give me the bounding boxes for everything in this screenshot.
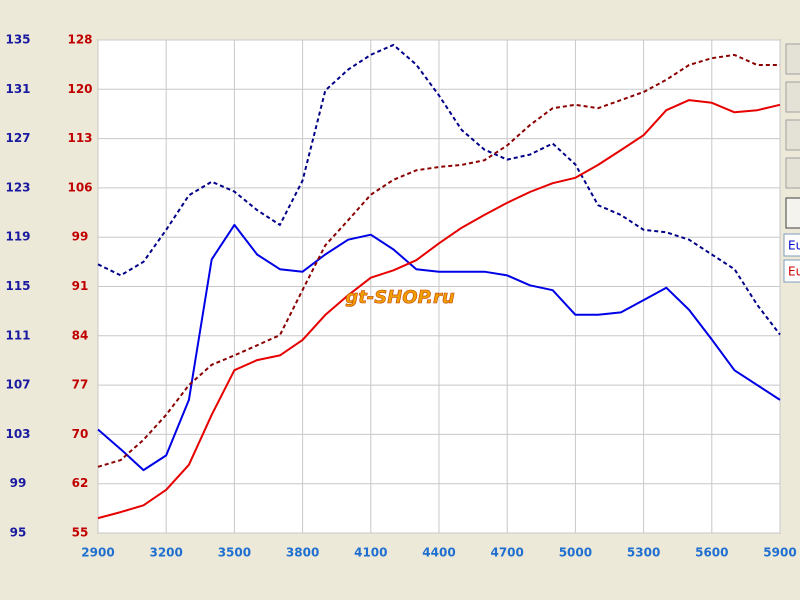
line-series <box>97 223 781 472</box>
side-panel: Eu Eu <box>783 43 800 283</box>
y2-tick-label: 55 <box>72 526 89 540</box>
x-tick-label: 5900 <box>763 546 796 560</box>
y-tick-label: 119 <box>5 230 30 244</box>
y-tick-label: 115 <box>5 279 30 293</box>
x-tick-label: 5300 <box>627 546 660 560</box>
button[interactable] <box>785 119 800 151</box>
button[interactable] <box>785 157 800 189</box>
button[interactable] <box>785 197 800 229</box>
input-box[interactable] <box>783 259 800 283</box>
line-series <box>97 43 781 336</box>
x-tick-label: 4100 <box>354 546 387 560</box>
line-series <box>97 53 780 468</box>
x-tick-label: 5600 <box>695 546 728 560</box>
x-tick-label: 3200 <box>149 546 182 560</box>
side-label: Eu <box>788 239 800 253</box>
side-label: Eu <box>788 265 800 279</box>
button[interactable] <box>785 81 800 113</box>
line-series <box>97 99 781 520</box>
y2-tick-label: 106 <box>67 180 92 194</box>
y-tick-label: 111 <box>5 328 30 342</box>
y2-tick-label: 62 <box>72 476 89 490</box>
input-box[interactable] <box>783 233 800 257</box>
y-tick-label: 99 <box>10 476 27 490</box>
y2-tick-label: 77 <box>72 378 89 392</box>
y-tick-label: 95 <box>10 526 27 540</box>
y-tick-label: 135 <box>5 33 30 47</box>
x-tick-label: 4400 <box>422 546 455 560</box>
y2-tick-label: 91 <box>72 279 89 293</box>
y-tick-label: 131 <box>5 82 30 96</box>
x-tick-label: 3800 <box>286 546 319 560</box>
y2-tick-label: 128 <box>67 33 92 47</box>
y2-tick-label: 120 <box>67 82 92 96</box>
y-tick-label: 123 <box>5 180 30 194</box>
x-tick-label: 3500 <box>218 546 251 560</box>
y-tick-label: 127 <box>5 131 30 145</box>
y2-tick-label: 99 <box>72 230 89 244</box>
y2-tick-label: 84 <box>72 328 89 342</box>
x-tick-label: 2900 <box>81 546 114 560</box>
button[interactable] <box>785 43 800 75</box>
y-tick-label: 103 <box>5 427 30 441</box>
y2-tick-label: 70 <box>72 427 89 441</box>
watermark: gt-SHOP.ru <box>345 287 455 308</box>
x-tick-label: 5000 <box>559 546 592 560</box>
y2-tick-label: 113 <box>67 131 92 145</box>
x-tick-label: 4700 <box>490 546 523 560</box>
y-tick-label: 107 <box>5 378 30 392</box>
